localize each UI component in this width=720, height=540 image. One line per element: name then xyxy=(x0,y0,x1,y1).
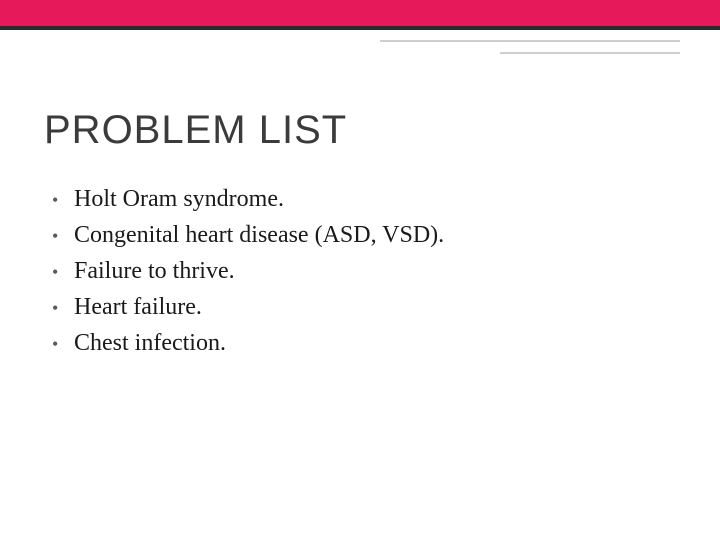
list-item-text: Congenital heart disease (ASD, VSD). xyxy=(74,220,444,250)
slide-title: PROBLEM LIST xyxy=(44,108,347,153)
list-item-text: Failure to thrive. xyxy=(74,256,235,286)
list-item: • Congenital heart disease (ASD, VSD). xyxy=(52,220,676,250)
decorative-underlines xyxy=(380,40,680,54)
bullet-list: • Holt Oram syndrome. • Congenital heart… xyxy=(52,184,676,364)
list-item: • Failure to thrive. xyxy=(52,256,676,286)
bullet-icon: • xyxy=(52,258,74,286)
underline-1 xyxy=(380,40,680,42)
slide: PROBLEM LIST • Holt Oram syndrome. • Con… xyxy=(0,0,720,540)
bullet-icon: • xyxy=(52,222,74,250)
list-item: • Holt Oram syndrome. xyxy=(52,184,676,214)
list-item-text: Holt Oram syndrome. xyxy=(74,184,284,214)
list-item-text: Heart failure. xyxy=(74,292,202,322)
list-item: • Heart failure. xyxy=(52,292,676,322)
bullet-icon: • xyxy=(52,294,74,322)
divider-dark xyxy=(0,26,720,30)
bullet-icon: • xyxy=(52,330,74,358)
underline-2 xyxy=(500,52,680,54)
list-item-text: Chest infection. xyxy=(74,328,226,358)
list-item: • Chest infection. xyxy=(52,328,676,358)
bullet-icon: • xyxy=(52,186,74,214)
accent-bar xyxy=(0,0,720,26)
